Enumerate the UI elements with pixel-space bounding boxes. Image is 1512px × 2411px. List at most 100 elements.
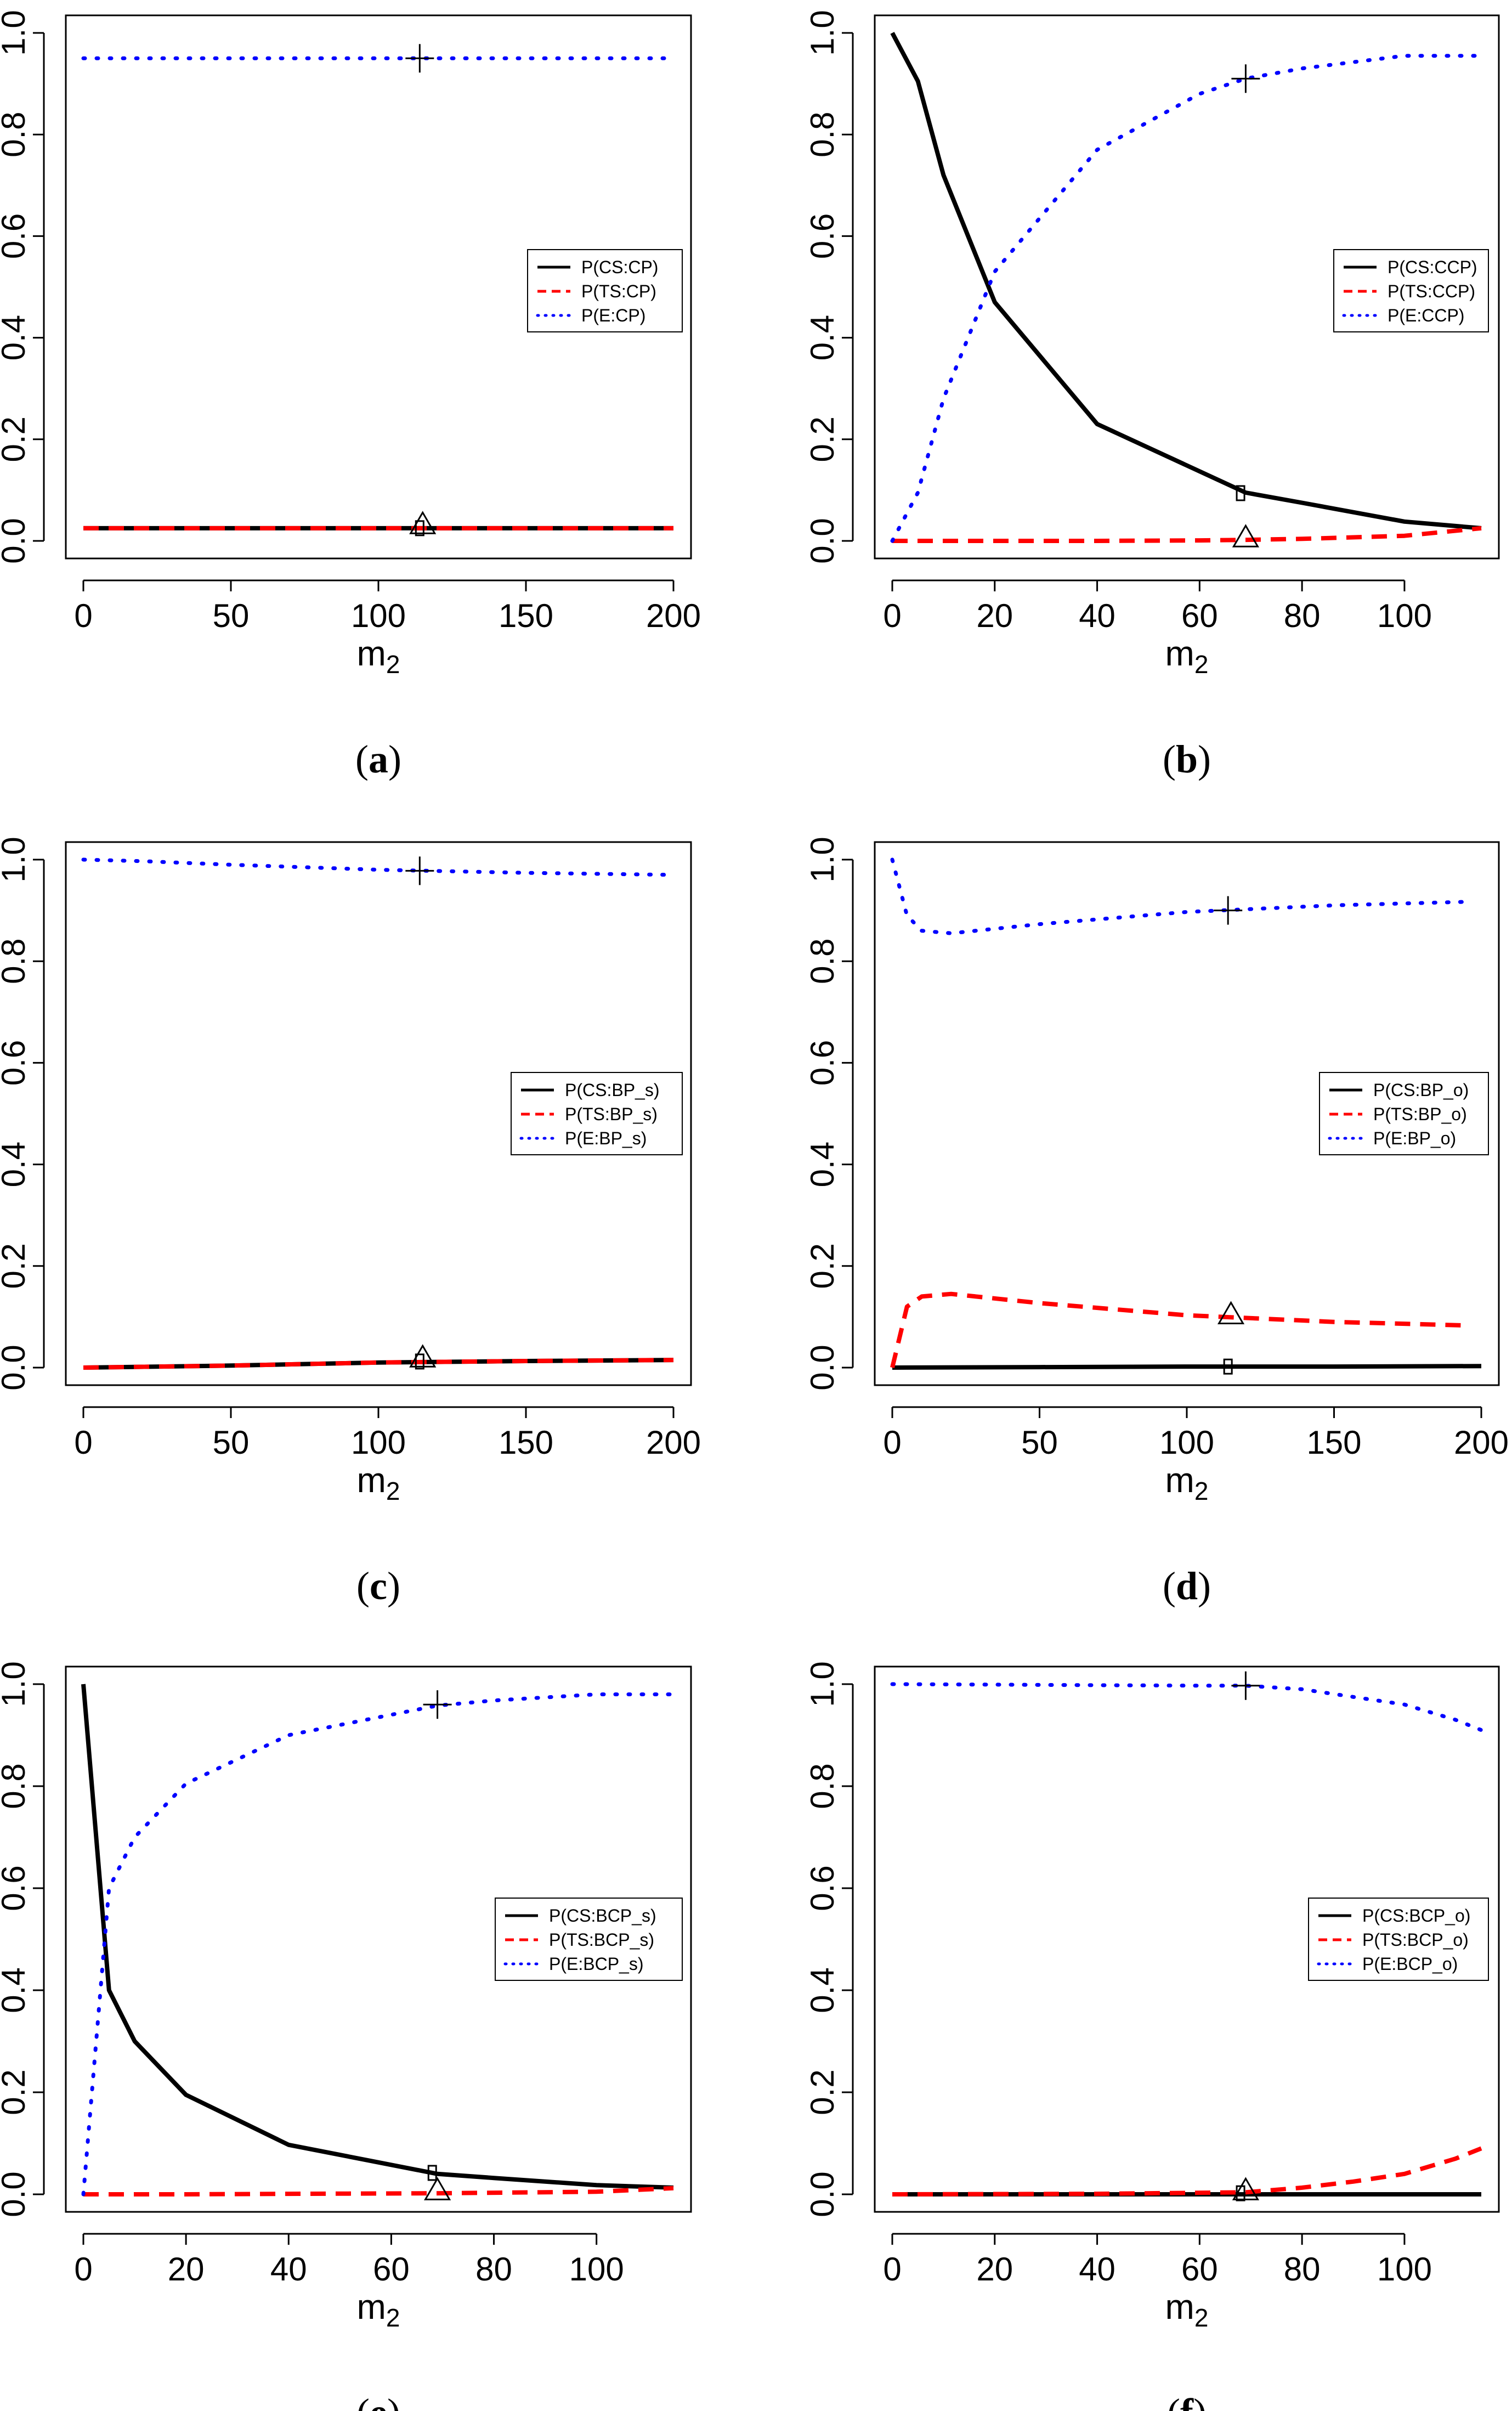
y-tick-label: 0.0 — [804, 1345, 841, 1390]
plot-frame — [65, 1665, 692, 2213]
y-tick-label: 0.6 — [0, 213, 32, 259]
x-tick-label: 100 — [1159, 1424, 1214, 1461]
x-tick-label: 0 — [883, 2251, 901, 2288]
x-tick-label: 0 — [74, 1424, 92, 1461]
x-axis-title: m2 — [1165, 2287, 1209, 2332]
y-tick-label: 0.6 — [804, 213, 841, 259]
x-tick-label: 40 — [1079, 597, 1115, 634]
series-line-e — [890, 857, 1469, 935]
marker-square — [415, 1353, 424, 1370]
x-tick-label: 200 — [646, 1424, 701, 1461]
series-line-cs — [81, 1684, 674, 2190]
y-tick-label: 0.2 — [0, 2069, 32, 2115]
x-tick-label: 100 — [351, 1424, 406, 1461]
x-tick-label: 200 — [646, 597, 701, 634]
y-tick-label: 0.6 — [804, 1040, 841, 1086]
legend-label: P(TS:BP_s) — [565, 1104, 658, 1124]
legend-label: P(TS:BCP_o) — [1362, 1930, 1469, 1950]
y-tick-label: 0.8 — [804, 111, 841, 157]
legend-label: P(E:BCP_s) — [549, 1954, 643, 1974]
series-line-ts — [83, 2186, 674, 2197]
marker-square — [427, 2165, 437, 2181]
panel-d: 0.0 0.2 0.4 0.6 0.8 1.0 0 50 100 150 200 m2 P(CS:BP_… — [804, 837, 1509, 1608]
legend-label: P(E:BP_o) — [1373, 1128, 1456, 1148]
plot-frame — [65, 14, 692, 560]
y-tick-label: 1.0 — [0, 1661, 32, 1707]
marker-triangle — [1232, 524, 1260, 547]
plot-frame — [874, 1665, 1500, 2213]
y-tick-label: 0.0 — [0, 2171, 32, 2217]
legend: P(CS:CP) P(TS:CP) P(E:CP) — [527, 249, 683, 332]
panel-caption: (a) — [355, 737, 401, 781]
legend-label: P(TS:CCP) — [1388, 281, 1475, 301]
y-tick-label: 1.0 — [0, 10, 32, 55]
x-tick-label: 40 — [1079, 2251, 1115, 2288]
x-tick-label: 150 — [499, 1424, 553, 1461]
legend-label: P(CS:BP_o) — [1373, 1080, 1469, 1100]
x-tick-label: 50 — [213, 597, 250, 634]
series-line-ts — [892, 526, 1482, 543]
x-axis-title: m2 — [357, 2287, 400, 2332]
x-axis-title: m2 — [1165, 1460, 1209, 1505]
series-line-ts — [83, 1358, 674, 1370]
y-tick-label: 0.0 — [0, 1345, 32, 1390]
x-tick-label: 80 — [1284, 597, 1321, 634]
y-tick-label: 0.0 — [804, 2171, 841, 2217]
series-line-e — [890, 1682, 1483, 1732]
series-line-cs — [892, 1364, 1482, 1370]
panel-caption: (d) — [1163, 1564, 1211, 1608]
x-tick-label: 20 — [976, 2251, 1013, 2288]
x-tick-label: 0 — [883, 1424, 901, 1461]
panel-c: 0.0 0.2 0.4 0.6 0.8 1.0 0 50 100 150 200 m2 P(CS:BP_… — [0, 837, 701, 1608]
x-tick-label: 0 — [883, 597, 901, 634]
legend-label: P(CS:BCP_s) — [549, 1906, 656, 1926]
x-tick-label: 50 — [213, 1424, 250, 1461]
y-tick-label: 0.4 — [804, 315, 841, 360]
y-tick-label: 1.0 — [804, 1661, 841, 1707]
series-line-ts — [892, 2146, 1482, 2197]
y-tick-label: 0.8 — [0, 938, 32, 984]
legend-label: P(TS:BCP_s) — [549, 1930, 654, 1950]
x-tick-label: 60 — [1181, 597, 1218, 634]
marker-triangle — [423, 2177, 451, 2200]
legend-label: P(E:CCP) — [1388, 306, 1464, 325]
x-axis-title: m2 — [1165, 634, 1209, 679]
series-line-e — [81, 1692, 676, 2197]
series-line-e — [890, 54, 1483, 543]
y-tick-label: 0.2 — [0, 416, 32, 462]
y-tick-label: 0.4 — [804, 1967, 841, 2013]
y-tick-label: 0.6 — [804, 1865, 841, 1911]
plot-frame — [874, 841, 1500, 1386]
y-tick-label: 0.0 — [0, 518, 32, 563]
legend-label: P(E:BCP_o) — [1362, 1954, 1458, 1974]
x-tick-label: 20 — [168, 2251, 205, 2288]
x-tick-label: 0 — [74, 2251, 92, 2288]
legend: P(CS:BCP_o) P(TS:BCP_o) P(E:BCP_o) — [1308, 1898, 1489, 1981]
x-axis-title: m2 — [357, 1460, 400, 1505]
y-tick-label: 0.8 — [804, 1763, 841, 1809]
x-tick-label: 0 — [74, 597, 92, 634]
legend: P(CS:CCP) P(TS:CCP) P(E:CCP) — [1333, 249, 1489, 332]
y-tick-label: 0.2 — [804, 1243, 841, 1289]
y-tick-label: 0.0 — [804, 518, 841, 563]
x-tick-label: 60 — [373, 2251, 410, 2288]
series-line-ts — [890, 1291, 1467, 1368]
panel-caption: (c) — [356, 1564, 400, 1608]
x-tick-label: 60 — [1181, 2251, 1218, 2288]
legend-label: P(TS:BP_o) — [1373, 1104, 1467, 1124]
y-tick-label: 0.8 — [0, 111, 32, 157]
x-tick-label: 150 — [1306, 1424, 1361, 1461]
legend: P(CS:BP_o) P(TS:BP_o) P(E:BP_o) — [1319, 1072, 1489, 1155]
series-line-e — [81, 857, 676, 877]
legend: P(CS:BP_s) P(TS:BP_s) P(E:BP_s) — [511, 1072, 683, 1155]
marker-square — [1236, 485, 1245, 501]
x-tick-label: 40 — [270, 2251, 307, 2288]
x-tick-label: 80 — [475, 2251, 512, 2288]
marker-square — [1223, 1358, 1233, 1375]
y-tick-label: 0.8 — [0, 1763, 32, 1809]
legend-label: P(CS:CP) — [581, 257, 658, 277]
y-tick-label: 1.0 — [804, 837, 841, 882]
panel-caption: (f) — [1167, 2391, 1207, 2411]
legend-label: P(CS:BP_s) — [565, 1080, 659, 1100]
